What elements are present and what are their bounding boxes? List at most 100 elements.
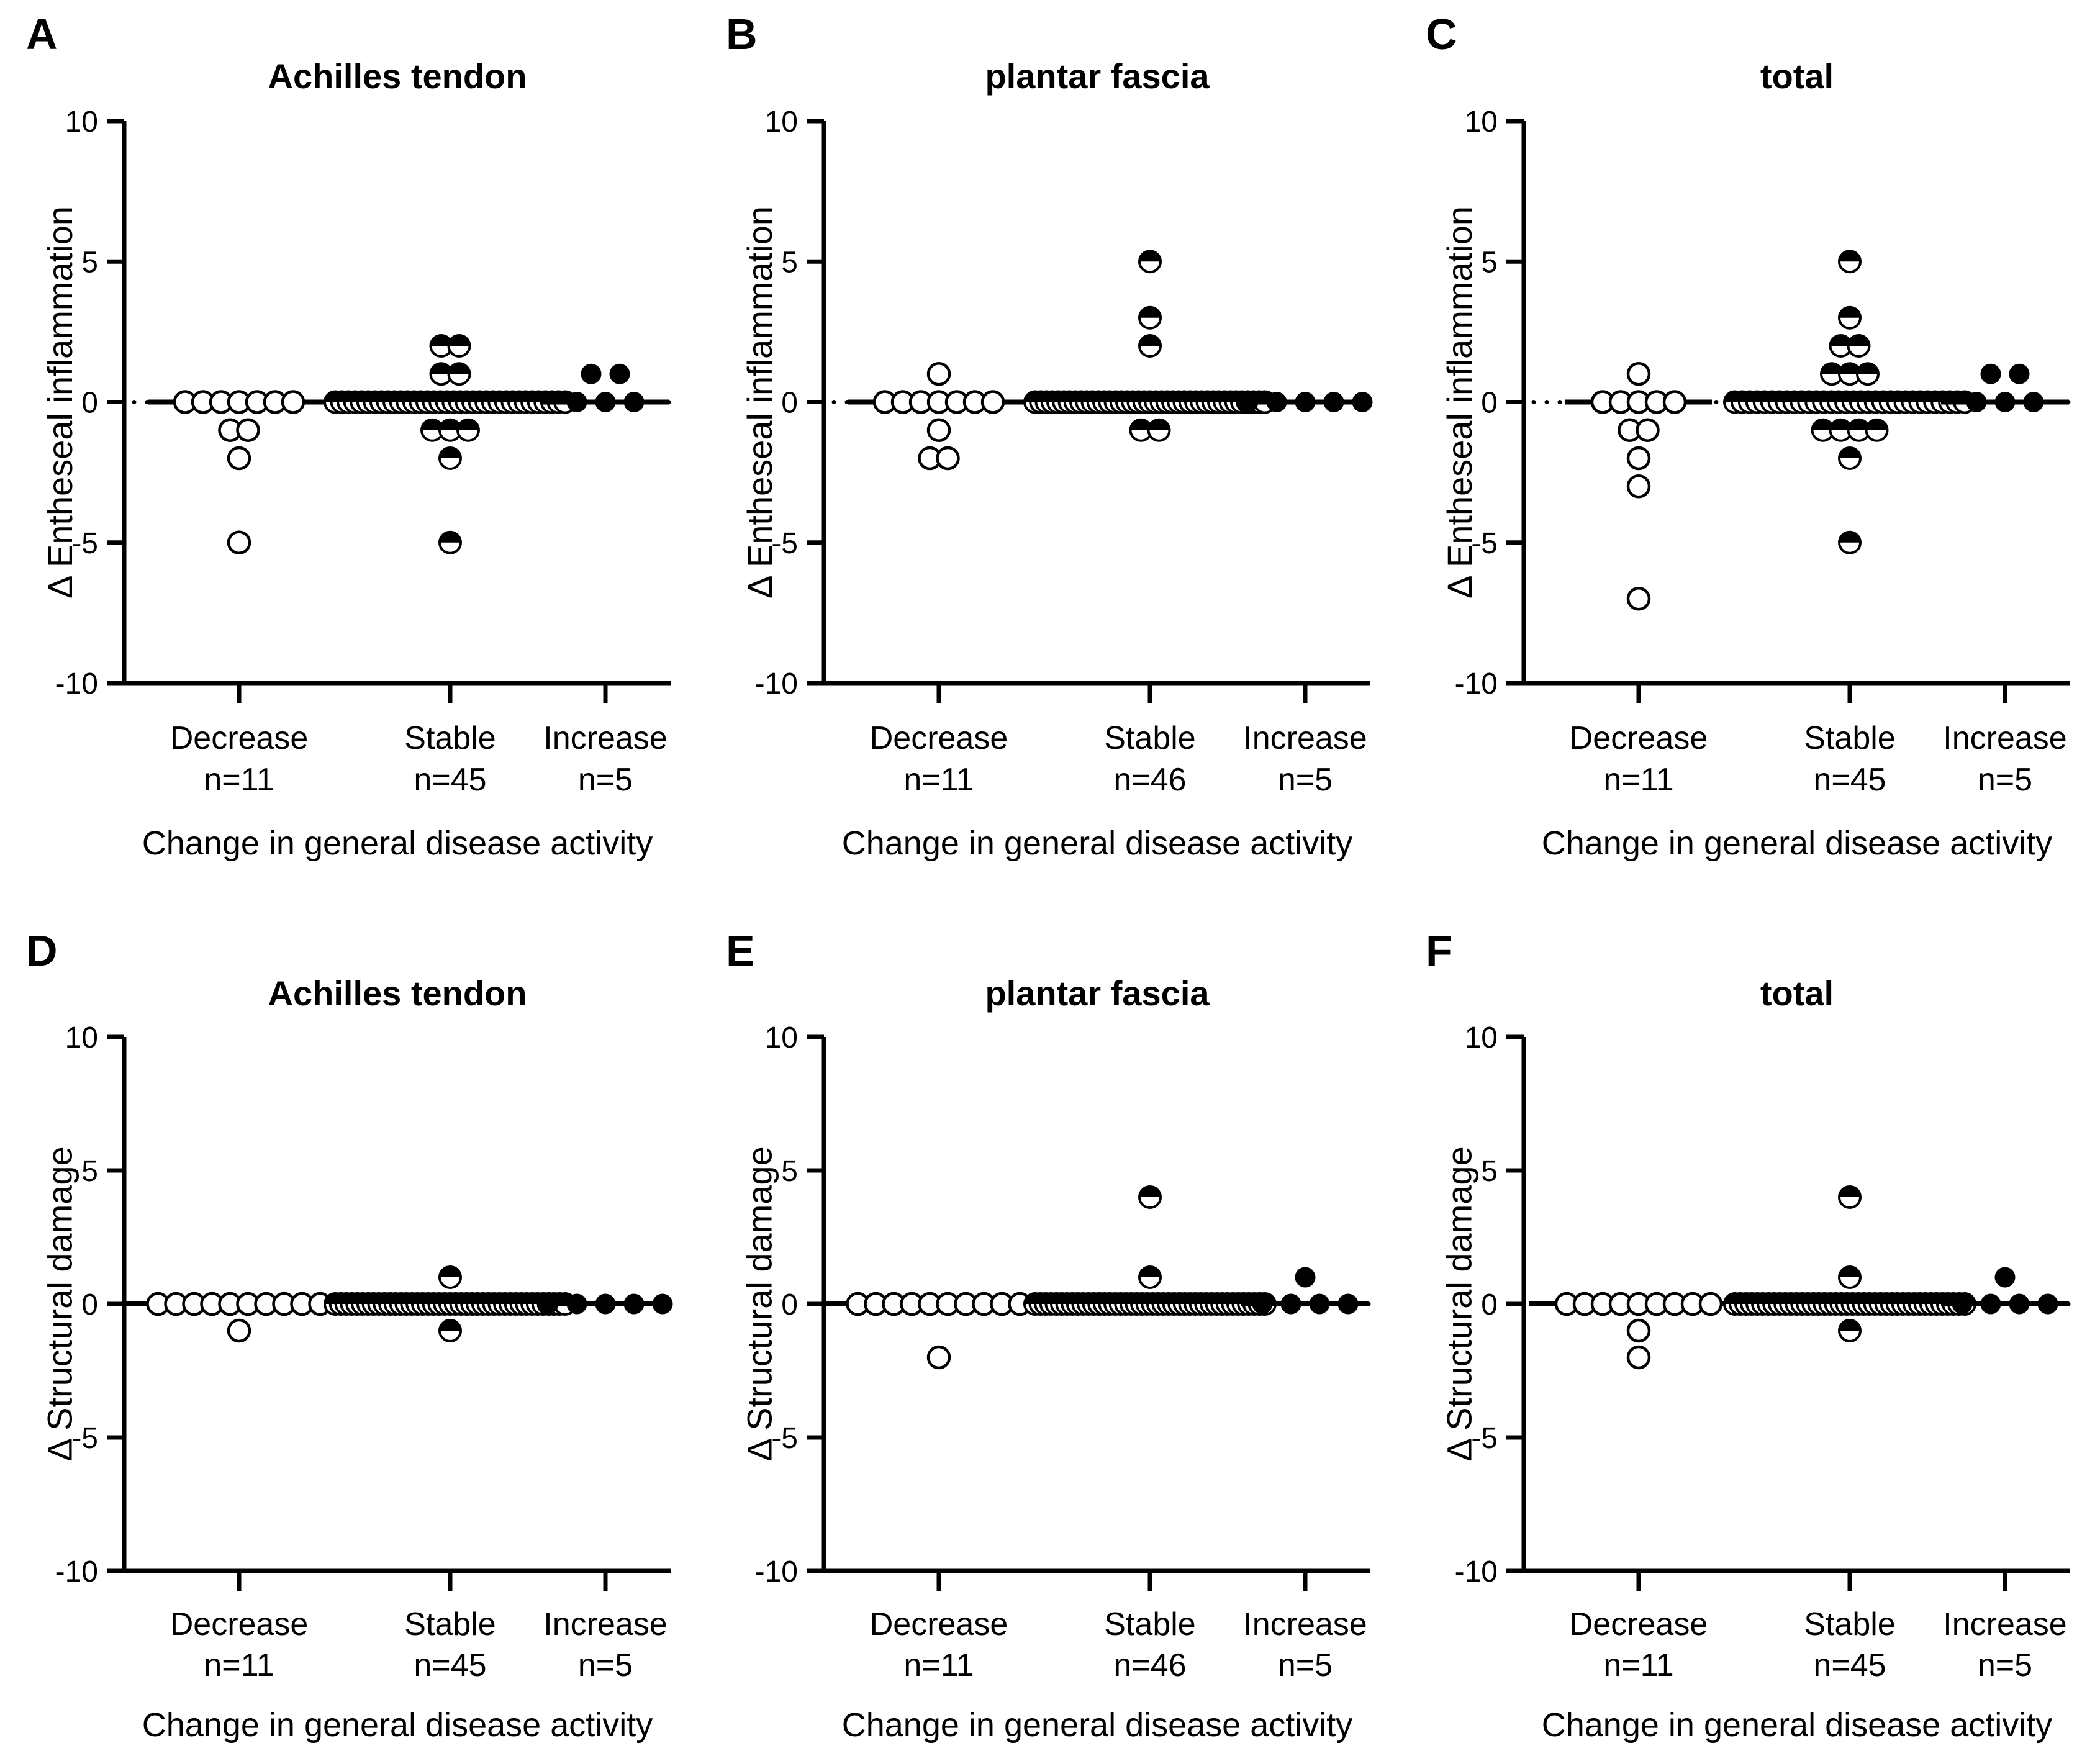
panel-letter: A [26,10,58,58]
x-category-count: n=11 [903,1647,974,1683]
x-category-label: Increase [543,1606,668,1642]
scatter-plot: 10 5 0 -5 -10 [55,106,673,703]
y-tick-label: 0 [781,1288,798,1321]
x-axis-label: Change in general disease activity [1541,1706,2053,1744]
y-tick-label: -10 [1455,668,1498,700]
y-tick-label: -5 [771,527,798,560]
y-tick-label: 5 [781,1155,798,1188]
panel-A: A Achilles tendon Δ Entheseal inflammation… [0,0,700,900]
x-category-label: Stable [1104,720,1196,756]
data-point-open-circle [1626,362,1651,386]
data-point-half-filled-circle [1138,1185,1162,1209]
x-category-count: n=11 [1603,1647,1674,1683]
data-point-open-circle [1662,390,1687,414]
x-axis-label: Change in general disease activity [142,825,653,862]
data-point-half-filled-circle [1838,1265,1862,1289]
y-tick-label: -10 [755,668,798,700]
y-tick-label: 10 [65,1021,98,1054]
data-point-filled-circle [623,1293,645,1315]
data-point-filled-circle [566,1293,587,1315]
y-tick-label: 10 [1465,106,1498,138]
data-point-open-circle [281,390,305,414]
data-point-filled-circle [1337,1293,1359,1315]
x-category-label: Stable [1804,720,1896,756]
data-point-filled-circle [2037,1293,2058,1315]
data-point-filled-circle [1323,392,1344,412]
panel-title: Achilles tendon [268,57,527,96]
x-axis-label: Change in general disease activity [841,1706,1353,1744]
panel-title: total [1760,974,1834,1013]
y-tick-label: -5 [771,1422,798,1455]
data-point-open-circle [227,446,251,471]
data-point-filled-circle [1280,1293,1301,1315]
x-category-count: n=11 [204,1647,274,1683]
data-point-open-circle [926,362,951,386]
data-point-half-filled-circle [1147,418,1171,442]
data-point-half-filled-circle [1838,1319,1862,1342]
y-tick-label: 10 [765,1021,798,1054]
y-tick-label: 0 [81,1288,98,1321]
x-category-count: n=11 [204,762,274,798]
data-point-filled-circle [595,1293,616,1315]
data-point-half-filled-circle [438,1319,462,1342]
x-category-count: n=5 [1977,762,2033,798]
x-category-label: Stable [1104,1606,1196,1642]
x-category-count: n=45 [1813,1647,1886,1683]
data-point-half-filled-circle [1138,305,1162,330]
panel-title: Achilles tendon [268,974,527,1013]
scatter-plot: 10 5 0 -5 -10 [1455,1021,2073,1591]
y-tick-label: 0 [1481,1288,1498,1321]
data-point-half-filled-circle [1865,418,1889,442]
x-category-count: n=45 [414,762,487,798]
x-category-count: n=5 [577,1647,633,1683]
data-point-filled-circle [1994,392,2016,412]
data-point-half-filled-circle [438,1265,462,1289]
y-tick-label: -10 [755,1555,798,1588]
data-point-filled-circle [2009,1293,2030,1315]
data-point-half-filled-circle [438,530,462,554]
scatter-plot: 10 5 0 -5 -10 [755,1021,1373,1591]
data-point-open-circle [227,1318,251,1343]
data-point-half-filled-circle [1838,362,1862,386]
x-axis-label: Change in general disease activity [841,825,1353,862]
x-category-label: Decrease [1569,1606,1708,1642]
data-point-filled-circle [1295,392,1316,412]
data-point-filled-circle [1238,392,1259,412]
data-point-filled-circle [1980,1293,2001,1315]
data-point-half-filled-circle [456,418,480,442]
panel-letter: E [726,926,755,975]
x-category-label: Stable [404,720,496,756]
data-point-filled-circle [2023,392,2044,412]
y-tick-label: 10 [1465,1021,1498,1054]
data-point-filled-circle [1980,363,2001,384]
y-tick-label: -5 [71,527,98,560]
x-category-count: n=45 [1813,762,1886,798]
x-category-label: Decrease [1569,720,1708,756]
x-category-count: n=5 [577,762,633,798]
x-category-count: n=11 [903,762,974,798]
x-category-count: n=5 [1277,1647,1333,1683]
data-point-half-filled-circle [1856,362,1880,386]
data-point-half-filled-circle [447,362,471,386]
x-category-label: Stable [1804,1606,1896,1642]
panel-title: plantar fascia [985,974,1210,1013]
x-category-label: Increase [1943,720,2067,756]
data-point-filled-circle [1966,392,1987,412]
x-category-label: Stable [404,1606,496,1642]
data-point-open-circle [1626,446,1651,471]
data-point-filled-circle [595,392,616,412]
data-point-filled-circle [1994,1267,2016,1288]
x-category-count: n=46 [1113,762,1187,798]
data-point-open-circle [1698,1292,1723,1316]
data-point-open-circle [1626,474,1651,499]
x-category-label: Decrease [869,1606,1008,1642]
data-point-half-filled-circle [1838,446,1862,470]
data-point-filled-circle [609,363,630,384]
x-category-count: n=45 [414,1647,487,1683]
data-point-filled-circle [1266,392,1287,412]
data-point-open-circle [1626,1345,1651,1370]
